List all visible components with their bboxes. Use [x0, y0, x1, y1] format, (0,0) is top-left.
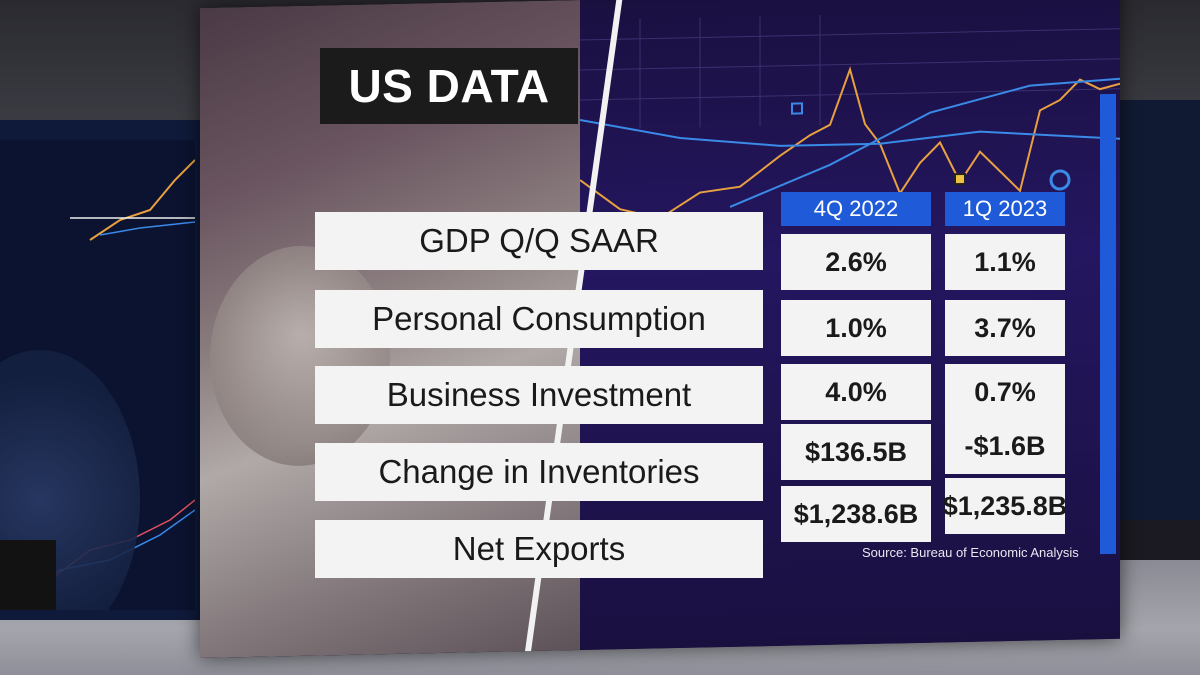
row-label-gdp: GDP Q/Q SAAR: [315, 212, 763, 270]
side-accent-bar: [1100, 93, 1116, 555]
page-title: US DATA: [348, 60, 550, 112]
cell-net-exports-1q2023: $1,235.8B: [943, 478, 1067, 534]
cell-consumption-4q2022: 1.0%: [781, 300, 931, 356]
row-label-personal-consumption: Personal Consumption: [315, 290, 763, 348]
title-box: US DATA: [320, 48, 578, 124]
column-header-1q2023: 1Q 2023: [945, 192, 1065, 226]
row-label-business-investment: Business Investment: [315, 366, 763, 424]
cell-gdp-1q2023: 1.1%: [945, 234, 1065, 290]
cell-investment-4q2022: 4.0%: [781, 364, 931, 420]
cell-inventories-4q2022: $136.5B: [781, 424, 931, 480]
cell-net-exports-4q2022: $1,238.6B: [781, 486, 931, 542]
column-header-4q2022: 4Q 2022: [781, 192, 931, 226]
cell-investment-1q2023: 0.7%: [945, 364, 1065, 420]
cell-inventories-1q2023: -$1.6B: [945, 418, 1065, 474]
row-label-change-in-inventories: Change in Inventories: [315, 443, 763, 501]
right-wall: [1120, 100, 1200, 520]
left-monitor: [0, 140, 195, 610]
cell-consumption-1q2023: 3.7%: [945, 300, 1065, 356]
cell-gdp-4q2022: 2.6%: [781, 234, 931, 290]
row-label-net-exports: Net Exports: [315, 520, 763, 578]
left-tab: [0, 540, 56, 610]
source-note: Source: Bureau of Economic Analysis: [862, 545, 1079, 560]
